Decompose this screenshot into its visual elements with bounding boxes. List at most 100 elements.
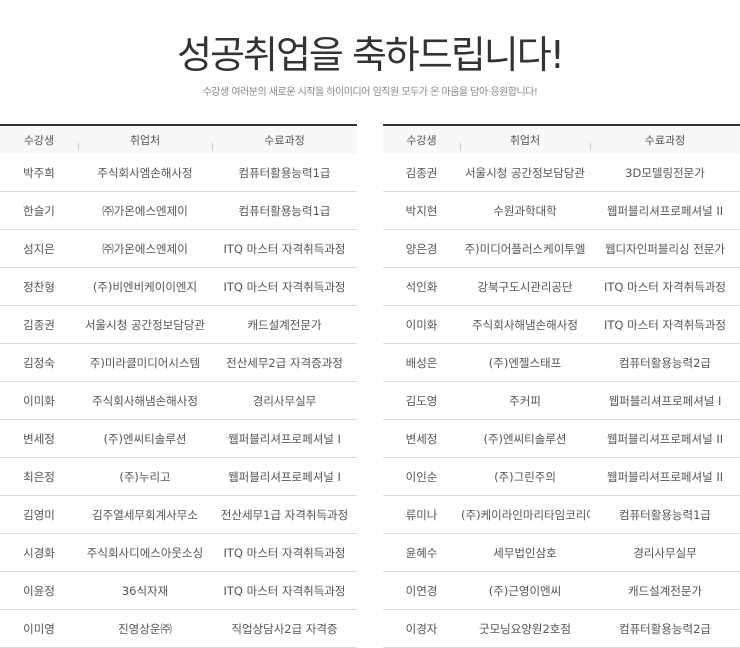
table-header-row: 수강생 취업처 수료과정 xyxy=(383,124,740,154)
student-name-cell: 변세정 xyxy=(383,419,460,458)
student-name-cell: 박주희 xyxy=(0,154,78,192)
table-row: 류미나 (주)케이라인마리타임코리아 컴퓨터활용능력1급 xyxy=(383,495,740,534)
student-name-cell: 시경화 xyxy=(0,533,78,572)
student-name-cell: 이미영 xyxy=(0,609,78,648)
student-name-cell: 김영미 xyxy=(0,495,78,534)
course-cell: 직업상담사2급 자격증 xyxy=(212,609,357,648)
employer-cell: ㈜가온에스엔제이 xyxy=(78,229,212,268)
course-cell: ITQ 마스터 자격취득과정 xyxy=(590,267,740,306)
employer-cell: 주식회사해냄손해사정 xyxy=(78,381,212,420)
table-row: 배성은 (주)엔젤스태프 컴퓨터활용능력2급 xyxy=(383,343,740,382)
table-row: 이인순 (주)그린주의 웹퍼블리셔프로페셔널 II xyxy=(383,457,740,496)
course-cell: ITQ 마스터 자격취득과정 xyxy=(212,267,357,306)
employer-cell: 주)미디어플러스케이투엘 xyxy=(460,229,590,268)
table-row: 성지은 ㈜가온에스엔제이 ITQ 마스터 자격취득과정 xyxy=(0,229,357,268)
table-row: 이미화 주식회사해냄손해사정 ITQ 마스터 자격취득과정 xyxy=(383,305,740,344)
student-name-cell: 최은정 xyxy=(0,457,78,496)
page-subtitle: 수강생 여러분의 새로운 시작을 하이미디어 임직원 모두가 온 마음을 담아 … xyxy=(202,87,538,98)
employer-cell: 굿모닝요양원2호점 xyxy=(460,609,590,648)
column-header-student: 수강생 xyxy=(0,124,78,154)
column-header-course: 수료과정 xyxy=(212,124,357,154)
employer-cell: 진영상운㈜ xyxy=(78,609,212,648)
column-header-employer: 취업처 xyxy=(460,124,590,154)
course-cell: 웹퍼블리셔프로페셔널 II xyxy=(590,191,740,230)
student-name-cell: 김종권 xyxy=(383,154,460,192)
student-name-cell: 성지은 xyxy=(0,229,78,268)
table-row: 박지현 수원과학대학 웹퍼블리셔프로페셔널 II xyxy=(383,191,740,230)
column-header-course: 수료과정 xyxy=(590,124,740,154)
course-cell: 캐드설계전문가 xyxy=(590,571,740,610)
course-cell: ITQ 마스터 자격취득과정 xyxy=(212,229,357,268)
table-row: 변세정 (주)엔씨티솔루션 웹퍼블리셔프로페셔널 II xyxy=(383,419,740,458)
course-cell: 컴퓨터활용능력1급 xyxy=(590,495,740,534)
table-row: 이경자 굿모닝요양원2호점 컴퓨터활용능력2급 xyxy=(383,609,740,648)
table-row: 김종권 서울시청 공간정보담당관 캐드설계전문가 xyxy=(0,305,357,344)
student-name-cell: 정찬형 xyxy=(0,267,78,306)
employer-cell: (주)엔씨티솔루션 xyxy=(460,419,590,458)
table-row: 정찬형 (주)비엔비케이이엔지 ITQ 마스터 자격취득과정 xyxy=(0,267,357,306)
table-row: 한슬기 ㈜가온에스엔제이 컴퓨터활용능력1급 xyxy=(0,191,357,230)
employer-cell: 서울시청 공간정보담당관 xyxy=(78,305,212,344)
employer-cell: 서울시청 공간정보담당관 xyxy=(460,154,590,192)
student-name-cell: 배성은 xyxy=(383,343,460,382)
course-cell: 컴퓨터활용능력2급 xyxy=(590,609,740,648)
table-row: 시경화 주식회사디에스아웃소싱 ITQ 마스터 자격취득과정 xyxy=(0,533,357,572)
course-cell: 캐드설계전문가 xyxy=(212,305,357,344)
course-cell: 전산세무2급 자격증과정 xyxy=(212,343,357,382)
employer-cell: 주식회사해냄손해사정 xyxy=(460,305,590,344)
table-header-row: 수강생 취업처 수료과정 xyxy=(0,124,357,154)
course-cell: 컴퓨터활용능력1급 xyxy=(212,154,357,192)
table-row: 변세정 (주)엔씨티솔루션 웹퍼블리셔프로페셔널 I xyxy=(0,419,357,458)
employer-cell: (주)엔젤스태프 xyxy=(460,343,590,382)
column-header-employer: 취업처 xyxy=(78,124,212,154)
employer-cell: 강북구도시관리공단 xyxy=(460,267,590,306)
course-cell: ITQ 마스터 자격취득과정 xyxy=(212,533,357,572)
employment-table-left: 수강생 취업처 수료과정 박주희 주식회사엠손해사정 컴퓨터활용능력1급 한슬기 ㈜가온… xyxy=(0,124,357,648)
employer-cell: 김주열세무회계사무소 xyxy=(78,495,212,534)
employer-cell: (주)그린주의 xyxy=(460,457,590,496)
student-name-cell: 이미화 xyxy=(383,305,460,344)
student-name-cell: 김정숙 xyxy=(0,343,78,382)
employer-cell: 36식자재 xyxy=(78,571,212,610)
course-cell: 컴퓨터활용능력1급 xyxy=(212,191,357,230)
course-cell: 웹퍼블리셔프로페셔널 I xyxy=(212,457,357,496)
course-cell: 웹퍼블리셔프로페셔널 II xyxy=(590,457,740,496)
course-cell: 3D모델링전문가 xyxy=(590,154,740,192)
table-row: 최은정 (주)누리고 웹퍼블리셔프로페셔널 I xyxy=(0,457,357,496)
course-cell: 경리사무실무 xyxy=(212,381,357,420)
student-name-cell: 이미화 xyxy=(0,381,78,420)
employer-cell: 주)미라클미디어시스템 xyxy=(78,343,212,382)
table-row: 이연경 (주)근영이엔씨 캐드설계전문가 xyxy=(383,571,740,610)
employer-cell: ㈜가온에스엔제이 xyxy=(78,191,212,230)
course-cell: 웹퍼블리셔프로페셔널 I xyxy=(590,381,740,420)
table-row: 김영미 김주열세무회계사무소 전산세무1급 자격취득과정 xyxy=(0,495,357,534)
student-name-cell: 이경자 xyxy=(383,609,460,648)
course-cell: 컴퓨터활용능력2급 xyxy=(590,343,740,382)
employer-cell: 수원과학대학 xyxy=(460,191,590,230)
course-cell: 경리사무실무 xyxy=(590,533,740,572)
employer-cell: 세무법인삼호 xyxy=(460,533,590,572)
employer-cell: (주)근영이엔씨 xyxy=(460,571,590,610)
student-name-cell: 양은경 xyxy=(383,229,460,268)
table-row: 이미영 진영상운㈜ 직업상담사2급 자격증 xyxy=(0,609,357,648)
employer-cell: (주)케이라인마리타임코리아 xyxy=(460,495,590,534)
table-row: 김종권 서울시청 공간정보담당관 3D모델링전문가 xyxy=(383,154,740,192)
course-cell: ITQ 마스터 자격취득과정 xyxy=(590,305,740,344)
table-row: 김정숙 주)미라클미디어시스템 전산세무2급 자격증과정 xyxy=(0,343,357,382)
table-row: 이미화 주식회사해냄손해사정 경리사무실무 xyxy=(0,381,357,420)
student-name-cell: 이연경 xyxy=(383,571,460,610)
table-row: 이윤정 36식자재 ITQ 마스터 자격취득과정 xyxy=(0,571,357,610)
employer-cell: (주)누리고 xyxy=(78,457,212,496)
employment-table-right: 수강생 취업처 수료과정 김종권 서울시청 공간정보담당관 3D모델링전문가 박지현 수… xyxy=(383,124,740,648)
student-name-cell: 변세정 xyxy=(0,419,78,458)
table-row: 윤혜수 세무법인삼호 경리사무실무 xyxy=(383,533,740,572)
course-cell: 웹퍼블리셔프로페셔널 II xyxy=(590,419,740,458)
student-name-cell: 한슬기 xyxy=(0,191,78,230)
student-name-cell: 이윤정 xyxy=(0,571,78,610)
table-row: 박주희 주식회사엠손해사정 컴퓨터활용능력1급 xyxy=(0,154,357,192)
student-name-cell: 박지현 xyxy=(383,191,460,230)
student-name-cell: 김종권 xyxy=(0,305,78,344)
column-header-student: 수강생 xyxy=(383,124,460,154)
student-name-cell: 이인순 xyxy=(383,457,460,496)
table-row: 김도영 주커피 웹퍼블리셔프로페셔널 I xyxy=(383,381,740,420)
